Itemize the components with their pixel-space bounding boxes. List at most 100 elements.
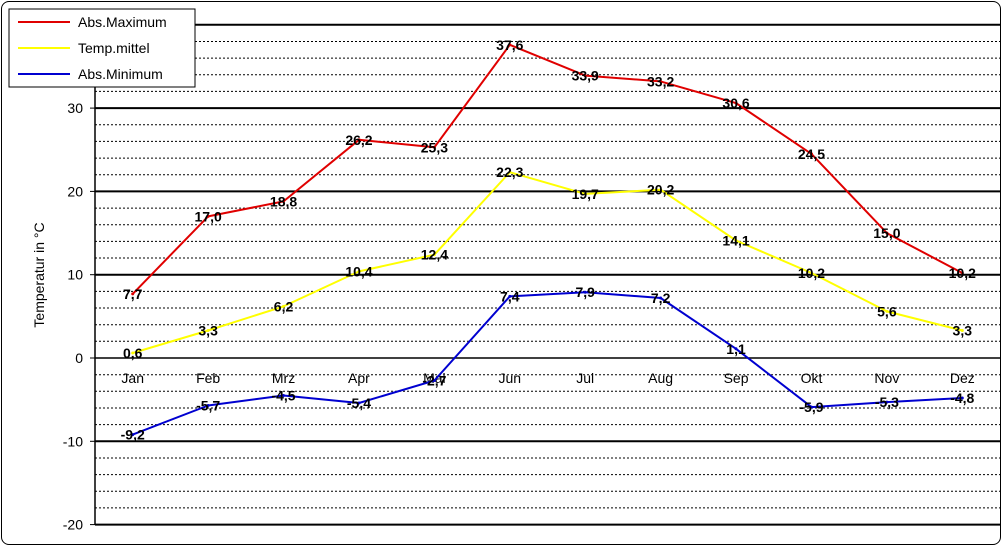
data-label: 25,3 (421, 139, 448, 155)
data-label: 12,4 (421, 247, 448, 263)
y-tick-label: 30 (67, 100, 83, 116)
data-label: 17,0 (195, 208, 222, 224)
data-point (659, 296, 663, 300)
x-tick-label: Mrz (272, 370, 295, 386)
data-point (659, 188, 663, 192)
axes (90, 24, 1000, 526)
x-tick-label: Dez (950, 370, 975, 386)
data-label: -5,3 (875, 394, 899, 410)
data-label: -5,9 (799, 399, 823, 415)
data-label: 10,4 (345, 263, 372, 279)
y-axis-label: Temperatur in °C (31, 222, 47, 327)
legend-label: Temp.mittel (78, 40, 150, 56)
data-point (960, 271, 964, 275)
data-point (885, 400, 889, 404)
x-tick-label: Jul (576, 370, 594, 386)
data-point (960, 396, 964, 400)
series-line-2 (132, 291, 963, 436)
data-label: -4,5 (271, 387, 295, 403)
y-tick-label: 20 (67, 183, 83, 199)
series-line-0 (131, 43, 963, 295)
legend-label: Abs.Maximum (78, 14, 167, 30)
y-tick-label: 0 (75, 350, 83, 366)
data-point (960, 329, 964, 332)
data-label: 3,3 (953, 323, 973, 339)
data-point (282, 304, 285, 308)
data-label: -2,7 (422, 372, 446, 388)
series-lines (131, 43, 964, 437)
y-tick-label: 10 (67, 267, 83, 283)
data-label: -9,2 (121, 427, 145, 443)
minor-gridlines (95, 41, 1000, 509)
y-tick-label: -20 (63, 517, 83, 533)
data-label: 10,2 (949, 265, 976, 281)
data-label: 3,3 (198, 323, 218, 339)
data-point (583, 74, 587, 78)
data-point (206, 214, 210, 218)
data-point (131, 292, 135, 296)
data-label: -5,7 (196, 397, 220, 413)
data-point (583, 290, 587, 294)
data-label: 10,2 (798, 265, 825, 281)
data-point (432, 253, 436, 257)
data-label: -5,4 (347, 395, 371, 411)
data-label: 7,7 (123, 286, 143, 302)
data-point (508, 43, 512, 47)
data-label: 14,1 (722, 233, 749, 249)
data-label: 19,7 (572, 186, 599, 202)
data-point (885, 309, 889, 313)
data-label: 30,6 (722, 95, 749, 111)
data-point (432, 379, 436, 382)
x-tick-label: Nov (874, 370, 899, 386)
data-label: 0,6 (123, 345, 143, 361)
x-tick-labels: Jan Feb Mrz Apr Mai Jun Jul Aug Sep Okt Nov Dez (121, 370, 974, 386)
data-point (885, 231, 889, 235)
data-point (357, 401, 361, 405)
data-point (432, 145, 436, 149)
data-label: 26,2 (345, 132, 372, 148)
data-point (583, 192, 587, 196)
data-label: 7,4 (500, 288, 520, 304)
major-gridlines (95, 23, 1000, 526)
data-label: 18,8 (270, 193, 297, 209)
x-tick-label: Aug (648, 370, 673, 386)
data-point (131, 351, 135, 355)
data-point (206, 329, 210, 332)
data-point (508, 294, 512, 298)
data-point (282, 394, 285, 397)
data-point (810, 405, 813, 409)
data-point (206, 404, 210, 407)
data-point (734, 239, 738, 242)
data-label: 7,9 (575, 284, 595, 300)
data-labels: 7,7 17,0 18,8 26,2 25,3 37,6 33,9 33,2 30,6 24,5 1… (121, 37, 976, 443)
data-label: 20,2 (647, 182, 674, 198)
data-label: -4,8 (950, 390, 974, 406)
series-line-1 (132, 171, 963, 354)
data-point (357, 138, 361, 142)
data-point (508, 170, 512, 174)
data-point (810, 271, 813, 275)
data-point (734, 347, 738, 351)
legend: Abs.Maximum Temp.mittel Abs.Minimum (8, 8, 196, 88)
x-tick-label: Okt (801, 370, 823, 386)
data-label: 7,2 (651, 290, 671, 306)
data-label: 33,2 (647, 73, 674, 89)
x-tick-label: Sep (724, 370, 749, 386)
x-tick-label: Feb (196, 370, 220, 386)
x-tick-label: Jun (499, 370, 522, 386)
data-point (282, 199, 285, 203)
data-label: 15,0 (873, 225, 900, 241)
data-point (659, 79, 663, 83)
data-label: 24,5 (798, 146, 825, 162)
data-label: 33,9 (572, 68, 599, 84)
data-point (810, 152, 813, 156)
legend-label: Abs.Minimum (78, 66, 163, 82)
data-point (131, 433, 135, 437)
data-point (734, 101, 738, 105)
y-tick-labels: -20 -10 0 10 20 30 (63, 100, 83, 532)
data-label: 5,6 (877, 303, 897, 319)
x-tick-label: Jan (121, 370, 144, 386)
x-tick-label: Apr (348, 370, 370, 386)
data-label: 22,3 (496, 164, 523, 180)
